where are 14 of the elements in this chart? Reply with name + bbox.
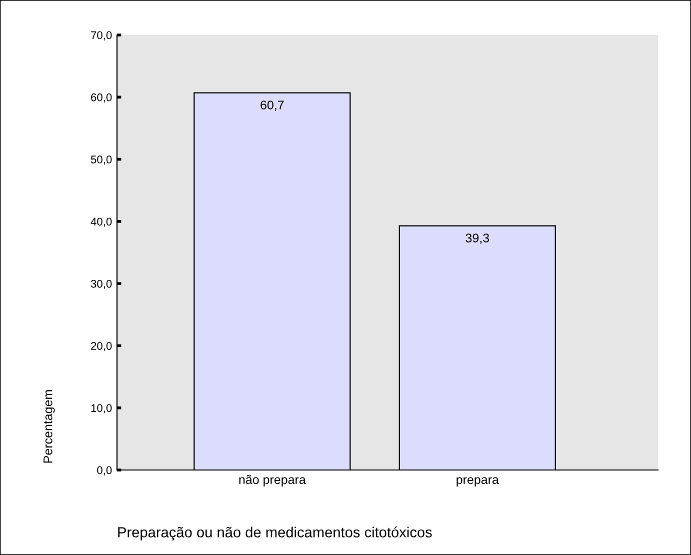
y-tick-label: 40,0 <box>90 218 112 227</box>
y-tick-label: 0,0 <box>97 466 112 476</box>
x-tick-label: não prepara <box>239 474 306 487</box>
data-label: 60,7 <box>260 100 284 111</box>
x-tick-label: prepara <box>456 477 499 487</box>
x-axis-title: Preparação ou não de medicamentos citotóxicos <box>118 526 432 540</box>
y-tick-label: 70,0 <box>91 31 112 40</box>
y-tick-label: 50,0 <box>90 156 112 165</box>
y-tick-label: 10,0 <box>91 404 112 414</box>
y-axis-title: Percentagem <box>44 390 55 463</box>
y-tick-label: 60,0 <box>91 93 112 103</box>
y-tick-label: 20,0 <box>91 342 112 352</box>
data-label: 39,3 <box>466 234 490 244</box>
y-tick-label: 30,0 <box>90 280 112 290</box>
